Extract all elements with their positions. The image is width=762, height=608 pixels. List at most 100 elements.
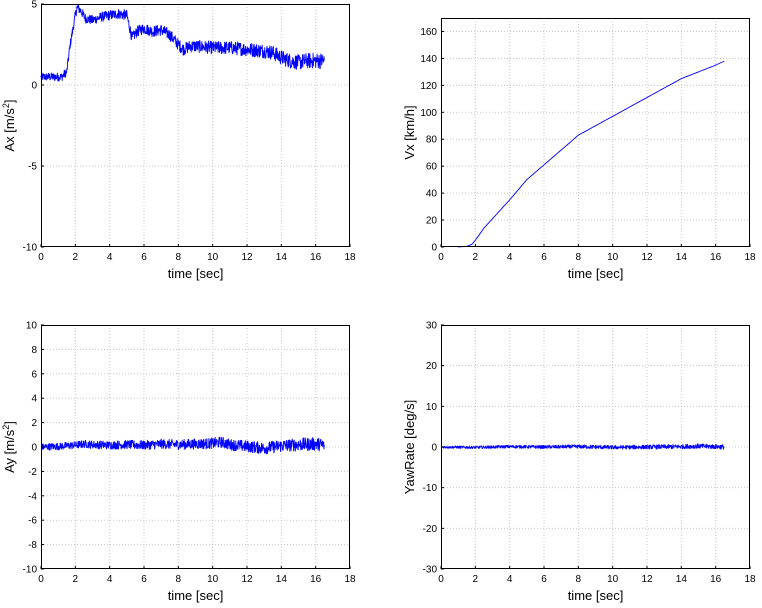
x-tick-label: 2: [473, 574, 479, 585]
y-axis-label: Ax [m/s2]: [1, 100, 17, 152]
x-tick-label: 18: [744, 252, 756, 263]
y-tick-label: -20: [423, 524, 438, 535]
y-tick-label: 0: [431, 443, 437, 454]
x-tick-label: 16: [710, 574, 722, 585]
x-tick-label: 4: [507, 252, 513, 263]
x-tick-label: 12: [241, 252, 253, 263]
y-tick-label: -30: [423, 565, 438, 576]
y-tick-label: 0: [31, 81, 37, 92]
y-tick-label: 20: [426, 361, 438, 372]
x-tick-label: 16: [310, 574, 322, 585]
x-tick-label: 6: [541, 574, 547, 585]
y-tick-label: 140: [420, 54, 437, 65]
x-tick-label: 6: [141, 574, 147, 585]
x-tick-label: 14: [276, 252, 288, 263]
y-tick-label: 80: [426, 135, 438, 146]
x-tick-label: 10: [207, 574, 219, 585]
y-tick-label: 5: [31, 0, 37, 11]
y-tick-label: 6: [31, 369, 37, 380]
x-tick-label: 12: [241, 574, 253, 585]
y-axis-label-base: Ay [m/s: [2, 429, 17, 473]
y-axis-label: YawRate [deg/s]: [402, 400, 417, 494]
x-tick-label: 12: [641, 252, 653, 263]
y-tick-label: 20: [426, 216, 438, 227]
x-tick-label: 8: [176, 574, 182, 585]
y-axis-label-tail: ]: [2, 421, 17, 425]
subplot-ay: 0 2 4 6 8 10 12 14 16 18 -10 -8 -6 -4 -2 0 2 4 6 8 10 time [s…: [1, 321, 356, 604]
y-tick-label: 160: [420, 27, 437, 38]
x-axis-label: time [sec]: [168, 266, 224, 281]
y-tick-label: -10: [423, 483, 438, 494]
y-axis-label-sup: 2: [1, 425, 11, 430]
x-tick-label: 10: [607, 574, 619, 585]
x-tick-label: 8: [176, 252, 182, 263]
series-line-ax: [40, 4, 325, 82]
x-tick-label: 14: [676, 252, 688, 263]
subplot-vx: 0 2 4 6 8 10 12 14 16 18 0 20 40 60 80 100 120 140 160 time…: [402, 18, 756, 281]
plot-area: [41, 4, 350, 247]
series-line-vx: [458, 60, 725, 248]
x-tick-label: 0: [438, 574, 444, 585]
y-tick-label: 8: [31, 345, 37, 356]
x-tick-label: 4: [107, 252, 113, 263]
y-tick-label: -6: [28, 516, 37, 527]
subplot-yawrate: 0 2 4 6 8 10 12 14 16 18 -30 -20 -10 0 10 20 30 time [sec…: [402, 321, 756, 604]
y-axis-label-base: Ax [m/s: [2, 108, 17, 152]
y-tick-label: -4: [28, 491, 37, 502]
y-tick-label: -5: [28, 162, 37, 173]
x-tick-label: 4: [107, 574, 113, 585]
x-axis-label: time [sec]: [568, 266, 624, 281]
y-axis-label-tail: ]: [2, 100, 17, 104]
y-tick-label: 30: [426, 321, 438, 332]
x-tick-label: 18: [744, 574, 756, 585]
y-tick-label: -10: [23, 243, 38, 254]
x-tick-label: 14: [276, 574, 288, 585]
axes-frame: [41, 4, 350, 247]
x-tick-label: 6: [141, 252, 147, 263]
x-tick-label: 4: [507, 574, 513, 585]
y-tick-label: 2: [31, 418, 37, 429]
y-tick-label: 4: [31, 394, 37, 405]
x-tick-label: 8: [576, 574, 582, 585]
x-tick-label: 2: [73, 574, 79, 585]
x-tick-label: 2: [73, 252, 79, 263]
y-tick-label: 40: [426, 189, 438, 200]
y-tick-label: 10: [426, 402, 438, 413]
x-tick-label: 0: [38, 252, 44, 263]
y-tick-label: 0: [31, 443, 37, 454]
x-tick-label: 2: [473, 252, 479, 263]
y-tick-label: 100: [420, 108, 437, 119]
x-tick-label: 18: [344, 574, 356, 585]
axes-frame: [441, 18, 750, 247]
y-axis-label: Ay [m/s2]: [1, 421, 17, 473]
y-tick-label: 0: [431, 243, 437, 254]
y-tick-label: -2: [28, 467, 37, 478]
x-axis-label: time [sec]: [168, 588, 224, 603]
y-tick-label: 60: [426, 162, 438, 173]
x-tick-label: 8: [576, 252, 582, 263]
x-tick-label: 18: [344, 252, 356, 263]
y-tick-label: 10: [26, 321, 38, 332]
x-axis-label: time [sec]: [568, 588, 624, 603]
x-tick-label: 6: [541, 252, 547, 263]
x-tick-label: 0: [38, 574, 44, 585]
series-line-yawrate: [440, 443, 725, 450]
y-axis-label-base: Vx [km/h]: [402, 105, 417, 159]
x-tick-label: 10: [207, 252, 219, 263]
x-tick-label: 14: [676, 574, 688, 585]
y-axis-label: Vx [km/h]: [402, 105, 417, 159]
series-line-ay: [40, 436, 325, 455]
x-tick-label: 0: [438, 252, 444, 263]
y-tick-label: 120: [420, 81, 437, 92]
y-axis-label-base: YawRate [deg/s]: [402, 400, 417, 494]
y-tick-label: -8: [28, 540, 37, 551]
x-tick-label: 10: [607, 252, 619, 263]
y-tick-label: -10: [23, 565, 38, 576]
plot-area: [441, 18, 750, 247]
x-tick-label: 12: [641, 574, 653, 585]
x-tick-label: 16: [310, 252, 322, 263]
y-axis-label-sup: 2: [1, 103, 11, 108]
x-tick-label: 16: [710, 252, 722, 263]
